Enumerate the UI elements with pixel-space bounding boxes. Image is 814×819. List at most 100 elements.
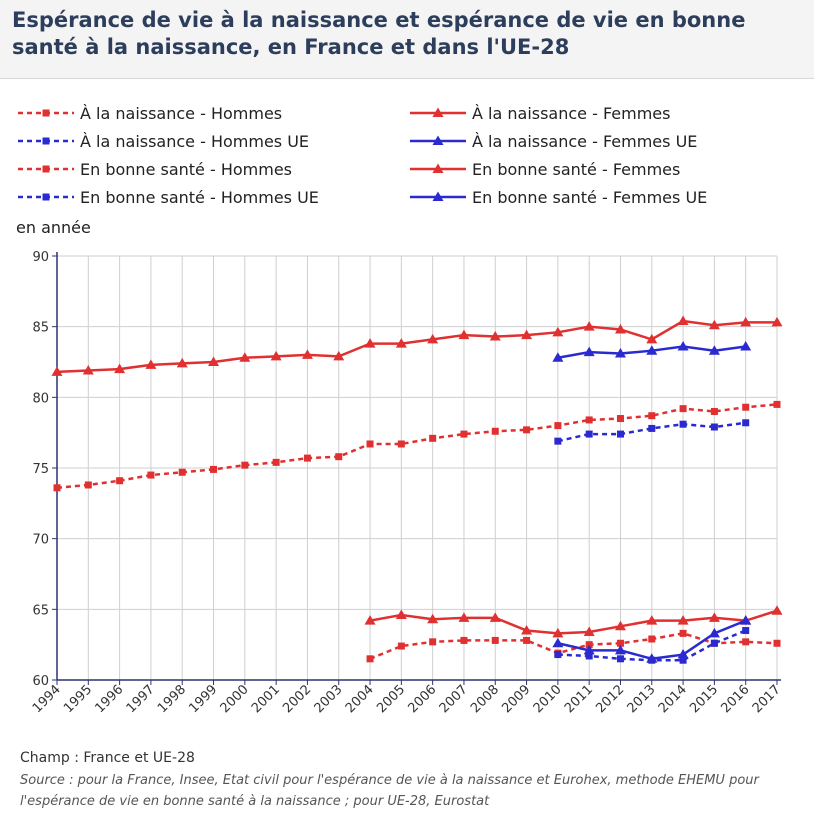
x-tick-label: 2012	[593, 682, 627, 716]
data-point-square	[147, 471, 155, 479]
data-point-square	[742, 403, 750, 411]
y-tick-label: 90	[32, 250, 49, 265]
data-point-square	[491, 427, 499, 435]
data-point-square	[585, 641, 593, 649]
chart-title: Espérance de vie à la naissance et espér…	[12, 8, 746, 59]
data-point-triangle	[552, 326, 564, 337]
data-point-triangle	[583, 626, 595, 636]
data-point-triangle	[176, 357, 188, 368]
data-point-triangle	[677, 649, 689, 659]
x-tick-label: 1999	[186, 682, 220, 716]
data-point-square	[335, 453, 343, 461]
series-line	[56, 319, 777, 374]
data-point-triangle	[364, 615, 376, 625]
legend-square-marker-icon	[18, 193, 74, 201]
data-point-triangle	[708, 345, 720, 355]
data-point-triangle	[333, 350, 345, 361]
data-point-triangle	[552, 627, 564, 638]
data-point-square	[616, 655, 624, 663]
series-line	[369, 632, 778, 660]
data-point-square	[53, 484, 61, 492]
data-point-square	[773, 639, 781, 647]
data-point-square	[554, 437, 562, 445]
legend-triangle-marker-icon	[410, 135, 466, 145]
y-tick-label: 60	[32, 674, 49, 689]
legend: À la naissance - Hommes À la naissance - …	[16, 99, 796, 219]
data-point-square	[585, 652, 593, 660]
data-point-square	[366, 655, 374, 663]
data-point-square	[178, 468, 186, 476]
data-point-square	[742, 627, 750, 635]
data-point-triangle	[646, 345, 658, 355]
data-point-triangle	[614, 644, 626, 655]
data-point-triangle	[646, 615, 658, 625]
x-tick-label: 2007	[437, 682, 471, 716]
legend-item: À la naissance - Hommes	[16, 99, 282, 127]
x-tick-label: 2008	[468, 682, 502, 716]
data-point-triangle	[521, 625, 533, 635]
legend-label: En bonne santé - Femmes	[472, 159, 681, 179]
y-tick-label: 65	[32, 603, 49, 618]
data-point-square	[585, 416, 593, 424]
data-point-triangle	[583, 321, 595, 331]
data-point-triangle	[677, 340, 689, 351]
x-tick-label: 2006	[405, 682, 439, 716]
data-point-triangle	[771, 605, 783, 615]
data-point-triangle	[489, 612, 501, 622]
data-point-square	[679, 405, 687, 413]
data-point-triangle	[771, 316, 783, 327]
data-point-triangle	[740, 316, 752, 327]
data-point-triangle	[427, 333, 439, 344]
data-point-square	[116, 477, 124, 485]
x-tick-label: 2011	[562, 682, 596, 716]
legend-label: En bonne santé - Hommes	[80, 159, 293, 179]
data-point-triangle	[51, 366, 63, 376]
legend-label: À la naissance - Femmes	[472, 103, 671, 123]
x-tick-label: 2004	[343, 682, 377, 716]
legend-square-marker-icon	[18, 109, 74, 117]
data-point-triangle	[489, 331, 501, 341]
legend-label: En bonne santé - Hommes UE	[80, 187, 319, 207]
data-point-triangle	[208, 356, 220, 366]
data-point-square	[272, 458, 280, 466]
x-tick-label: 1996	[92, 682, 126, 716]
data-point-triangle	[740, 615, 752, 625]
data-point-triangle	[677, 615, 689, 625]
data-point-triangle	[708, 627, 720, 638]
data-point-square	[554, 422, 562, 430]
legend-label: À la naissance - Hommes UE	[80, 131, 310, 151]
y-unit-label: en année	[16, 218, 91, 237]
header: Espérance de vie à la naissance et espér…	[0, 0, 814, 79]
series-line	[56, 403, 778, 490]
legend-item: À la naissance - Femmes UE	[408, 127, 697, 155]
legend-label: À la naissance - Hommes	[80, 103, 283, 123]
data-point-square	[710, 407, 718, 415]
data-point-square	[773, 400, 781, 408]
data-point-square	[742, 638, 750, 646]
data-point-square	[397, 642, 405, 650]
x-tick-label: 2002	[280, 682, 314, 716]
data-point-square	[210, 465, 218, 473]
data-point-square	[616, 430, 624, 438]
x-tick-label: 2000	[218, 682, 252, 716]
data-point-triangle	[395, 338, 407, 348]
data-point-square	[742, 419, 750, 427]
x-tick-label: 2014	[656, 682, 690, 716]
y-tick-label: 85	[32, 321, 49, 336]
data-point-triangle	[740, 340, 752, 351]
x-tick-label: 2013	[625, 682, 659, 716]
x-tick-label: 2009	[499, 682, 533, 716]
x-tick-label: 2003	[312, 682, 346, 716]
x-tick-label: 1995	[61, 682, 95, 716]
data-point-triangle	[552, 352, 564, 362]
legend-item: En bonne santé - Femmes UE	[408, 183, 707, 211]
data-point-triangle	[583, 644, 595, 655]
data-point-triangle	[270, 350, 282, 361]
legend-square-marker-icon	[18, 165, 74, 173]
data-point-square	[303, 454, 311, 462]
y-tick-label: 75	[32, 462, 49, 477]
data-point-square	[648, 424, 656, 432]
data-point-triangle	[364, 338, 376, 348]
data-point-triangle	[145, 359, 157, 369]
data-point-square	[460, 430, 468, 438]
